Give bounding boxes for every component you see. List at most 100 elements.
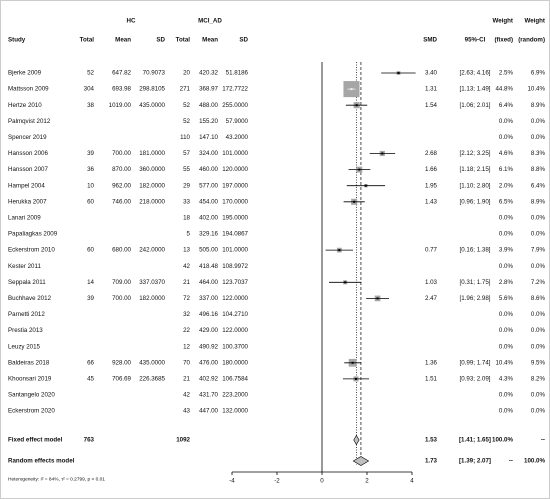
weight-fixed: 6.5%: [499, 198, 514, 205]
mci-value: 197.0000: [222, 182, 248, 189]
hc-value: 962.00: [112, 182, 131, 189]
mci-value: 42: [183, 392, 190, 399]
ci-label: [2.12; 3.25]: [460, 150, 491, 157]
hc-value: 1019.00: [109, 102, 132, 109]
ci-label: [0.16; 1.38]: [460, 247, 491, 254]
smd-label: 1.03: [425, 279, 438, 286]
hc-total: 763: [84, 437, 95, 444]
ci-label: [1.10; 2.80]: [460, 182, 491, 189]
mci-value: 418.48: [199, 263, 218, 270]
hc-value: 680.00: [112, 247, 131, 254]
hc-value: 870.00: [112, 166, 131, 173]
weight-fixed: 0.0%: [499, 408, 514, 415]
ci-label: [1.96; 2.98]: [460, 295, 491, 302]
mci-value: 577.00: [199, 182, 218, 189]
study-name: Spencer 2019: [8, 134, 47, 141]
smd-label: 1.53: [425, 437, 438, 444]
mci-value: 454.00: [199, 198, 218, 205]
point-estimate: [355, 104, 358, 107]
hc-value: 226.3685: [139, 376, 165, 383]
weight-fixed: 0.0%: [499, 392, 514, 399]
mci-value: 29: [183, 182, 190, 189]
weight-fixed: --: [509, 458, 513, 465]
mci-value: 329.16: [199, 231, 218, 238]
study-name: Palmqvist 2012: [8, 118, 51, 125]
study-name: Lanari 2009: [8, 215, 41, 222]
mci-value: 110: [180, 134, 190, 141]
weight-fixed: 0.0%: [499, 311, 514, 318]
weight-random: 7.9%: [531, 247, 546, 254]
study-name: Parnetti 2012: [8, 311, 45, 318]
mci-value: 180.0000: [222, 359, 248, 366]
smd-label: 1.31: [425, 86, 438, 93]
column-header: Total: [80, 37, 95, 44]
weight-random: --: [541, 437, 545, 444]
hc-value: 435.0000: [139, 359, 165, 366]
smd-label: 0.77: [425, 247, 438, 254]
mci-value: 18: [183, 215, 190, 222]
weight-random: 6.4%: [531, 182, 546, 189]
study-name: Hertze 2010: [8, 102, 42, 109]
hc-value: 700.00: [112, 295, 131, 302]
ci-label: [0.31; 1.75]: [460, 279, 491, 286]
study-name: Prestia 2013: [8, 327, 43, 334]
heterogeneity: Heterogeneity: I² = 84%, τ² = 0.2799, p …: [8, 476, 105, 482]
weight-random: 8.9%: [531, 102, 546, 109]
mci-value: 402.00: [199, 215, 218, 222]
mci-value: 271: [180, 86, 191, 93]
point-estimate: [353, 200, 356, 203]
point-estimate: [376, 297, 379, 300]
point-estimate: [351, 361, 354, 364]
mci-value: 33: [183, 198, 190, 205]
mci-value: 476.00: [199, 359, 218, 366]
study-name: Baldeiras 2018: [8, 359, 50, 366]
study-name: Santangelo 2020: [8, 392, 55, 399]
mci-value: 123.7037: [222, 279, 248, 286]
mci-value: 460.00: [199, 166, 218, 173]
mci-value: 420.32: [199, 70, 218, 77]
weight-random: 0.0%: [531, 134, 546, 141]
weight-random: 100.0%: [524, 458, 545, 465]
group-header: HC: [127, 18, 136, 25]
mci-value: 120.0000: [222, 166, 248, 173]
weight-random: 0.0%: [531, 263, 546, 270]
column-header: SD: [156, 37, 165, 44]
column-header: (random): [518, 37, 545, 44]
weight-random: 0.0%: [531, 327, 546, 334]
point-estimate: [358, 168, 361, 171]
smd-label: 1.51: [425, 376, 438, 383]
mci-value: 52: [183, 118, 190, 125]
summary-diamond: [353, 434, 360, 446]
group-header: MCI_AD: [198, 18, 222, 25]
weight-random: 9.5%: [531, 359, 546, 366]
mci-value: 106.7584: [222, 376, 248, 383]
column-header: Total: [176, 37, 191, 44]
hc-value: 706.69: [112, 376, 131, 383]
hc-value: 181.0000: [139, 150, 165, 157]
weight-fixed: 0.0%: [499, 263, 514, 270]
hc-value: 304: [84, 86, 95, 93]
ci-label: [2.63; 4.16]: [460, 70, 491, 77]
point-estimate: [344, 281, 347, 284]
column-header: SMD: [423, 37, 437, 44]
mci-value: 223.2000: [222, 392, 248, 399]
weight-random: 10.4%: [527, 86, 545, 93]
mci-value: 70: [183, 359, 190, 366]
weight-fixed: 5.6%: [499, 295, 514, 302]
weight-random: 0.0%: [531, 215, 546, 222]
mci-value: 43: [183, 408, 190, 415]
mci-value: 21: [183, 279, 190, 286]
ci-label: [0.99; 1.74]: [460, 359, 491, 366]
study-name: Eckerstrom 2020: [8, 408, 55, 415]
smd-label: 2.47: [425, 295, 438, 302]
ci-label: [1.18; 2.15]: [460, 166, 491, 173]
smd-label: 1.73: [425, 458, 438, 465]
weight-fixed: 2.8%: [499, 279, 514, 286]
smd-label: 1.66: [425, 166, 438, 173]
x-tick-label: 4: [410, 478, 414, 485]
weight-random: 0.0%: [531, 408, 546, 415]
smd-label: 3.40: [425, 70, 438, 77]
weight-fixed: 3.9%: [499, 247, 514, 254]
mci-value: 5: [187, 231, 191, 238]
mci-value: 402.92: [199, 376, 218, 383]
